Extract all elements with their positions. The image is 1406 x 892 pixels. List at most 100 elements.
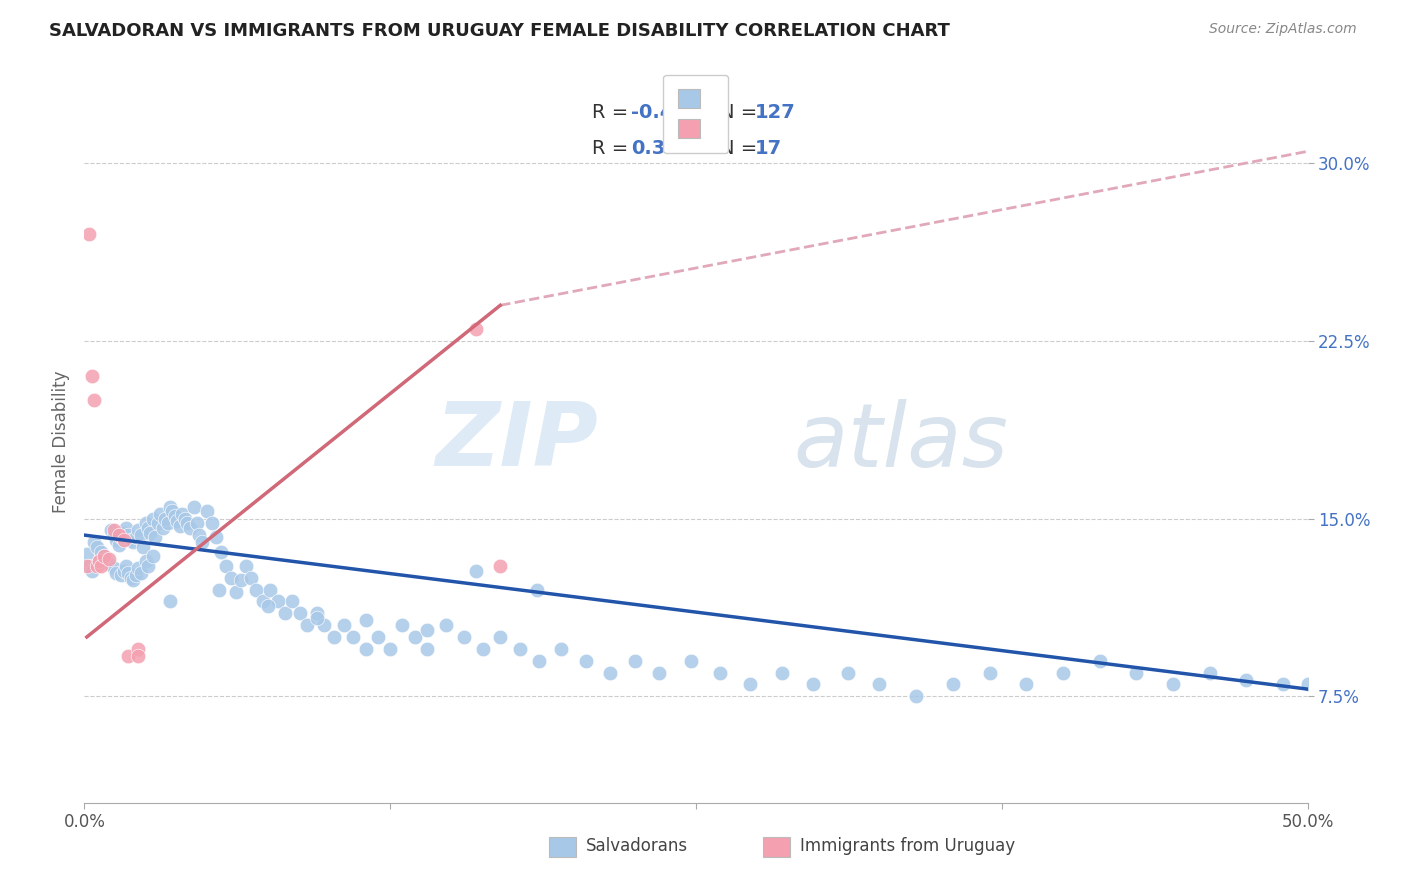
Point	[436, 618, 458, 632]
Point	[76, 547, 98, 561]
Point	[115, 558, 138, 573]
Legend: , : ,	[664, 75, 728, 153]
Point	[135, 554, 157, 568]
Point	[120, 571, 142, 585]
Point	[162, 504, 184, 518]
Point	[112, 533, 135, 547]
Point	[105, 533, 128, 547]
Point	[127, 561, 149, 575]
Text: Source: ZipAtlas.com: Source: ZipAtlas.com	[1209, 22, 1357, 37]
Point	[125, 568, 148, 582]
Point	[90, 544, 112, 558]
Point	[1161, 677, 1184, 691]
Point	[107, 528, 129, 542]
Point	[163, 509, 186, 524]
Point	[86, 558, 108, 573]
Point	[219, 571, 242, 585]
Point	[281, 594, 304, 608]
Point	[93, 549, 115, 564]
Point	[86, 540, 108, 554]
Point	[172, 507, 194, 521]
Point	[905, 689, 928, 703]
Point	[416, 623, 439, 637]
Point	[391, 618, 413, 632]
Point	[122, 535, 145, 549]
Point	[83, 535, 105, 549]
Point	[153, 511, 176, 525]
Point	[681, 654, 703, 668]
Point	[869, 677, 891, 691]
Point	[195, 504, 218, 518]
Text: R =: R =	[592, 139, 641, 159]
Point	[942, 677, 965, 691]
FancyBboxPatch shape	[550, 837, 576, 857]
Point	[1236, 673, 1258, 687]
Point	[90, 558, 112, 573]
Point	[367, 630, 389, 644]
Point	[1052, 665, 1074, 680]
Point	[143, 531, 166, 545]
Point	[354, 614, 377, 628]
Point	[136, 558, 159, 573]
Point	[87, 554, 110, 568]
Point	[176, 516, 198, 531]
Point	[149, 507, 172, 521]
Point	[146, 516, 169, 531]
Point	[550, 641, 572, 656]
Point	[136, 521, 159, 535]
Point	[127, 641, 149, 656]
Point	[122, 573, 145, 587]
Text: 17: 17	[755, 139, 782, 159]
Point	[93, 549, 115, 564]
Point	[169, 518, 191, 533]
Point	[208, 582, 231, 597]
Point	[332, 618, 354, 632]
Point	[110, 568, 132, 582]
Point	[1198, 665, 1220, 680]
Text: Salvadorans: Salvadorans	[586, 838, 688, 855]
Point	[529, 654, 551, 668]
Point	[132, 540, 155, 554]
Point	[215, 558, 238, 573]
Point	[295, 618, 318, 632]
Point	[173, 511, 195, 525]
Point	[599, 665, 621, 680]
Point	[1088, 654, 1111, 668]
Text: 0.369: 0.369	[631, 139, 693, 159]
Point	[472, 641, 495, 656]
Point	[648, 665, 671, 680]
Point	[624, 654, 647, 668]
Point	[152, 521, 174, 535]
Point	[83, 393, 105, 408]
Point	[322, 630, 344, 644]
Point	[87, 554, 110, 568]
Point	[837, 665, 859, 680]
Point	[125, 531, 148, 545]
Point	[225, 585, 247, 599]
Text: R =: R =	[592, 103, 634, 122]
Point	[404, 630, 426, 644]
Point	[1015, 677, 1038, 691]
Point	[142, 549, 165, 564]
Point	[1125, 665, 1147, 680]
Point	[115, 521, 138, 535]
Point	[342, 630, 364, 644]
Point	[100, 524, 122, 538]
Point	[205, 531, 228, 545]
Point	[770, 665, 793, 680]
Point	[112, 525, 135, 540]
Text: N =: N =	[720, 103, 763, 122]
Point	[526, 582, 548, 597]
Point	[354, 641, 377, 656]
Point	[135, 516, 157, 531]
Point	[129, 566, 152, 580]
Point	[575, 654, 598, 668]
Point	[489, 630, 512, 644]
Point	[127, 648, 149, 663]
Point	[305, 611, 328, 625]
Point	[709, 665, 731, 680]
Point	[159, 500, 181, 514]
Point	[200, 516, 222, 531]
Point	[183, 500, 205, 514]
Point	[188, 528, 211, 542]
